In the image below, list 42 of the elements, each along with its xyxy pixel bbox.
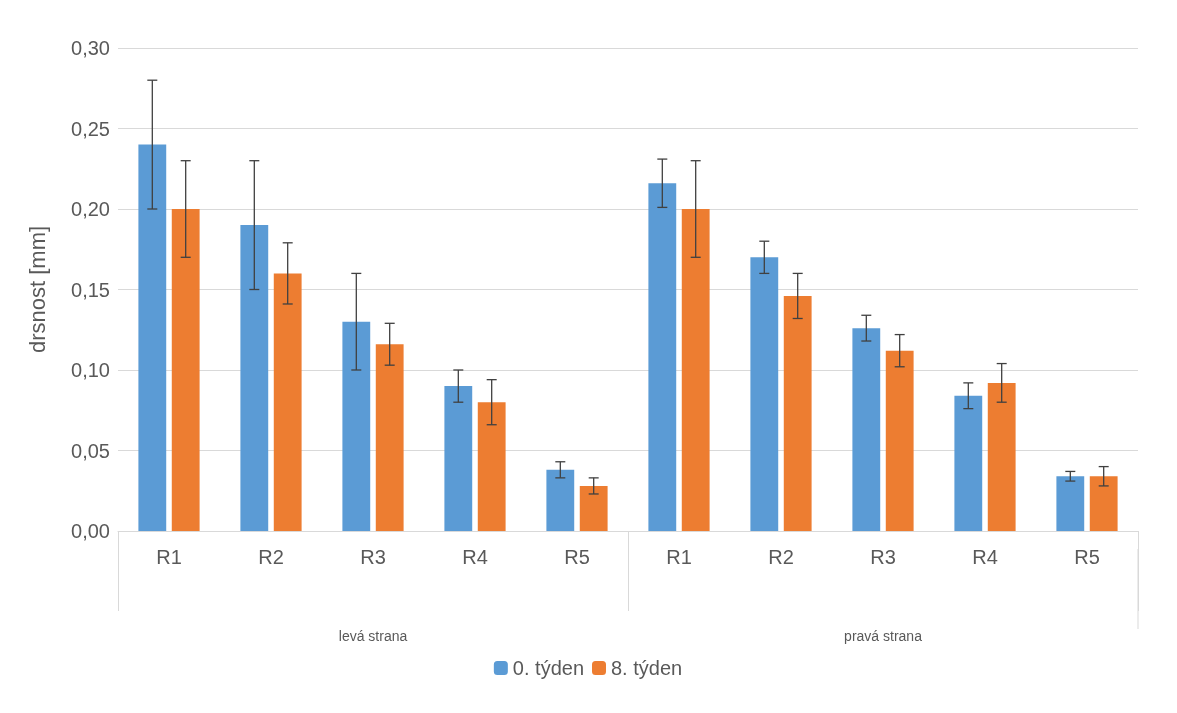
y-tick-label: 0,05 (71, 439, 110, 462)
legend-label: 0. týden (512, 657, 585, 679)
legend-label: 8. týden (611, 657, 683, 679)
x-tick-label: R3 (870, 546, 896, 568)
x-tick-label: R1 (156, 546, 182, 568)
bar (477, 402, 506, 531)
bar (342, 321, 371, 531)
y-tick-label: 0,20 (71, 198, 110, 220)
text: levá strana (338, 628, 408, 644)
text: pravá strana (844, 628, 923, 644)
bar (240, 225, 269, 531)
x-tick-label: R2 (768, 546, 794, 568)
bar (750, 257, 779, 531)
x-tick-label: R3 (360, 546, 386, 568)
bar (954, 395, 983, 531)
x-tick-label: R2 (258, 546, 284, 568)
y-tick-label: 0,25 (71, 117, 110, 140)
bar (273, 273, 302, 531)
bar (885, 350, 914, 531)
bar (546, 469, 575, 531)
y-axis-title: drsnost [mm] (24, 225, 50, 354)
bar (579, 485, 608, 531)
bar (171, 209, 200, 531)
bar (852, 328, 881, 531)
x-tick-label: R1 (666, 546, 692, 568)
bar (681, 209, 710, 531)
x-tick-label: R5 (1074, 546, 1100, 568)
x-tick-label: R5 (564, 546, 590, 568)
bar (987, 382, 1016, 531)
y-tick-label: 0,00 (71, 520, 110, 542)
y-tick-label: 0,10 (71, 359, 110, 381)
bar (375, 344, 404, 531)
x-tick-label: R4 (972, 546, 998, 568)
y-tick-label: 0,15 (71, 278, 110, 301)
y-tick-label: 0,30 (71, 37, 110, 59)
bar (1056, 476, 1085, 531)
bar (648, 183, 677, 531)
bar (1089, 476, 1118, 531)
bar (783, 295, 812, 531)
bar (138, 144, 167, 531)
x-tick-label: R4 (462, 546, 488, 568)
bar (444, 386, 473, 531)
